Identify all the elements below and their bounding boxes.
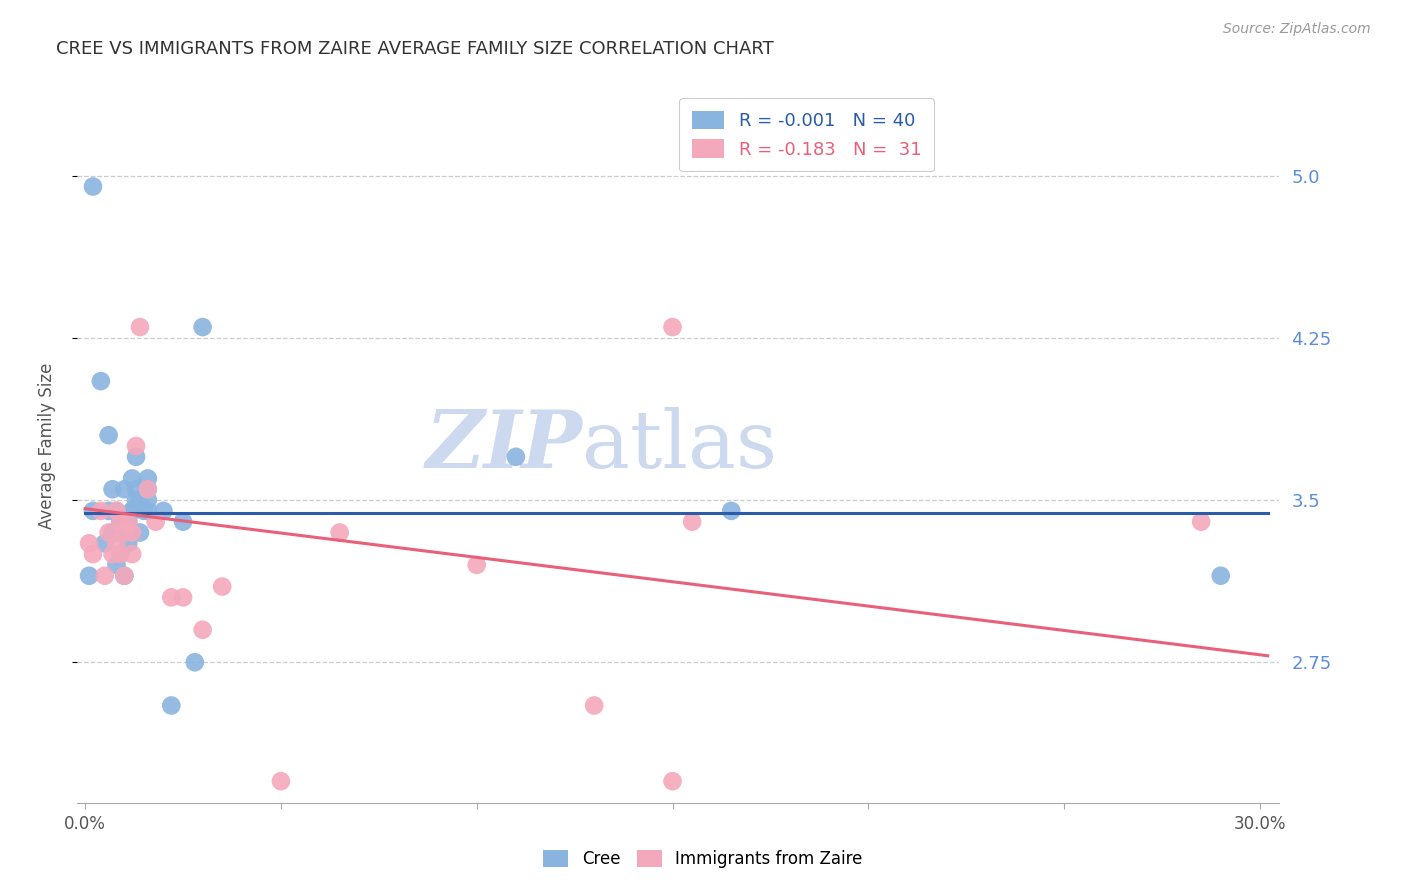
- Point: [77, 536, 100, 550]
- Legend: Cree, Immigrants from Zaire: Cree, Immigrants from Zaire: [537, 843, 869, 875]
- Point: [160, 591, 183, 605]
- Point: [112, 568, 135, 582]
- Text: Source: ZipAtlas.com: Source: ZipAtlas.com: [1223, 22, 1371, 37]
- Point: [93, 536, 115, 550]
- Point: [121, 525, 143, 540]
- Point: [136, 493, 159, 508]
- Point: [105, 558, 128, 572]
- Point: [136, 471, 159, 485]
- Point: [117, 536, 139, 550]
- Point: [101, 482, 124, 496]
- Point: [117, 515, 139, 529]
- Point: [132, 504, 155, 518]
- Point: [136, 482, 159, 496]
- Point: [97, 504, 120, 518]
- Point: [105, 504, 128, 518]
- Point: [211, 580, 233, 594]
- Point: [112, 525, 135, 540]
- Point: [129, 525, 152, 540]
- Point: [329, 525, 352, 540]
- Text: atlas: atlas: [582, 407, 778, 485]
- Point: [90, 504, 112, 518]
- Point: [125, 439, 148, 453]
- Point: [1189, 515, 1212, 529]
- Point: [465, 558, 488, 572]
- Point: [105, 525, 128, 540]
- Point: [77, 568, 100, 582]
- Point: [661, 320, 683, 334]
- Point: [110, 515, 132, 529]
- Point: [505, 450, 527, 464]
- Point: [270, 774, 292, 789]
- Point: [152, 504, 174, 518]
- Point: [583, 698, 606, 713]
- Point: [110, 515, 132, 529]
- Point: [97, 428, 120, 442]
- Point: [121, 547, 143, 561]
- Point: [160, 698, 183, 713]
- Point: [121, 504, 143, 518]
- Point: [125, 450, 148, 464]
- Point: [105, 504, 128, 518]
- Point: [97, 525, 120, 540]
- Point: [117, 515, 139, 529]
- Point: [145, 515, 167, 529]
- Point: [93, 568, 115, 582]
- Point: [121, 471, 143, 485]
- Point: [681, 515, 703, 529]
- Point: [110, 547, 132, 561]
- Point: [136, 482, 159, 496]
- Point: [129, 320, 152, 334]
- Point: [191, 623, 214, 637]
- Point: [184, 655, 207, 669]
- Point: [112, 568, 135, 582]
- Point: [661, 774, 683, 789]
- Point: [112, 482, 135, 496]
- Point: [101, 547, 124, 561]
- Point: [1209, 568, 1232, 582]
- Point: [720, 504, 742, 518]
- Point: [105, 536, 128, 550]
- Y-axis label: Average Family Size: Average Family Size: [38, 363, 56, 529]
- Point: [101, 525, 124, 540]
- Point: [125, 482, 148, 496]
- Point: [82, 179, 104, 194]
- Point: [136, 504, 159, 518]
- Point: [90, 374, 112, 388]
- Point: [172, 515, 194, 529]
- Point: [121, 504, 143, 518]
- Point: [129, 493, 152, 508]
- Point: [172, 591, 194, 605]
- Point: [82, 504, 104, 518]
- Point: [191, 320, 214, 334]
- Point: [110, 547, 132, 561]
- Text: CREE VS IMMIGRANTS FROM ZAIRE AVERAGE FAMILY SIZE CORRELATION CHART: CREE VS IMMIGRANTS FROM ZAIRE AVERAGE FA…: [56, 40, 773, 58]
- Point: [125, 493, 148, 508]
- Text: ZIP: ZIP: [426, 408, 582, 484]
- Point: [82, 547, 104, 561]
- Legend: R = -0.001   N = 40, R = -0.183   N =  31: R = -0.001 N = 40, R = -0.183 N = 31: [679, 98, 934, 171]
- Point: [112, 525, 135, 540]
